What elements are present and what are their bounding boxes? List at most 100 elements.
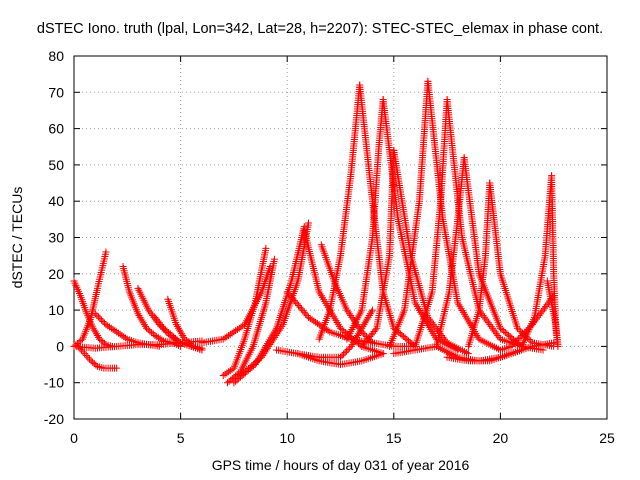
data-point bbox=[490, 326, 498, 334]
chart-title: dSTEC Iono. truth (lpal, Lon=342, Lat=28… bbox=[37, 21, 603, 37]
data-point bbox=[219, 335, 227, 343]
data-point bbox=[340, 350, 348, 358]
series-35 bbox=[283, 288, 419, 350]
data-point bbox=[319, 323, 327, 331]
data-point bbox=[527, 322, 535, 330]
data-point bbox=[233, 325, 241, 333]
data-point bbox=[519, 330, 527, 338]
data-point bbox=[168, 332, 176, 340]
data-point bbox=[343, 347, 351, 355]
data-point bbox=[360, 321, 368, 329]
data-point bbox=[535, 312, 543, 320]
series-8 bbox=[70, 337, 206, 352]
axis-ticks: 0 5 10 15 20 25 -20 -10 0 10 20 30 40 50 60 70 80 bbox=[44, 48, 615, 446]
y-tick-label: -10 bbox=[44, 375, 64, 391]
data-point bbox=[297, 305, 305, 313]
data-point bbox=[116, 330, 124, 338]
x-tick-label: 20 bbox=[493, 430, 509, 446]
data-point bbox=[290, 296, 298, 304]
data-point bbox=[273, 330, 281, 338]
y-tick-label: 0 bbox=[56, 338, 64, 354]
data-point bbox=[347, 312, 355, 320]
data-point bbox=[432, 324, 440, 332]
data-point bbox=[480, 313, 488, 321]
data-point bbox=[518, 332, 526, 340]
data-point bbox=[89, 324, 97, 332]
data-point bbox=[513, 336, 521, 344]
data-point bbox=[525, 336, 533, 344]
data-point bbox=[154, 317, 162, 325]
data-point bbox=[163, 327, 171, 335]
data-point bbox=[379, 350, 387, 358]
data-point bbox=[158, 322, 166, 330]
data-point bbox=[530, 319, 538, 327]
data-point bbox=[109, 325, 117, 333]
series-37 bbox=[496, 292, 558, 354]
data-point bbox=[113, 328, 121, 336]
data-point bbox=[84, 353, 92, 361]
series-38 bbox=[543, 277, 562, 350]
y-tick-label: 30 bbox=[48, 230, 64, 246]
data-point bbox=[100, 339, 108, 347]
data-point bbox=[173, 336, 181, 344]
y-tick-label: 40 bbox=[48, 193, 64, 209]
data-point bbox=[486, 321, 494, 329]
y-tick-label: 70 bbox=[48, 84, 64, 100]
y-tick-label: 50 bbox=[48, 157, 64, 173]
data-point bbox=[73, 339, 81, 347]
data-point bbox=[313, 319, 321, 327]
data-point bbox=[139, 319, 147, 327]
data-point bbox=[93, 311, 101, 319]
data-point bbox=[362, 333, 370, 341]
data-point bbox=[540, 304, 548, 312]
data-point bbox=[524, 325, 532, 333]
data-point bbox=[295, 302, 303, 310]
data-point bbox=[146, 308, 154, 316]
data-point bbox=[145, 306, 153, 314]
data-point bbox=[352, 319, 360, 327]
data-point bbox=[104, 322, 112, 330]
data-point bbox=[148, 329, 156, 337]
data-point bbox=[364, 313, 372, 321]
data-point bbox=[515, 335, 523, 343]
data-point bbox=[358, 328, 366, 336]
data-point bbox=[483, 317, 491, 325]
data-point bbox=[308, 316, 316, 324]
data-point bbox=[534, 313, 542, 321]
data-point bbox=[166, 330, 174, 338]
data-point bbox=[102, 248, 110, 256]
data-point bbox=[237, 323, 245, 331]
data-point bbox=[538, 308, 546, 316]
data-point bbox=[355, 324, 363, 332]
data-point bbox=[365, 312, 373, 320]
data-point bbox=[96, 314, 104, 322]
series-19 bbox=[358, 146, 398, 350]
data-point bbox=[122, 334, 130, 342]
data-point bbox=[225, 332, 233, 340]
data-point bbox=[90, 326, 98, 334]
data-point bbox=[223, 369, 231, 377]
data-point bbox=[427, 317, 435, 325]
series-36 bbox=[317, 241, 376, 347]
data-point bbox=[260, 350, 268, 358]
data-point bbox=[293, 300, 301, 308]
data-point bbox=[348, 341, 356, 349]
data-point bbox=[354, 322, 362, 330]
data-point bbox=[507, 342, 515, 350]
data-point bbox=[527, 337, 535, 345]
data-point bbox=[165, 329, 173, 337]
data-point bbox=[299, 307, 307, 315]
data-point bbox=[515, 326, 523, 334]
data-point bbox=[350, 317, 358, 325]
data-point bbox=[364, 334, 372, 342]
data-point bbox=[317, 322, 325, 330]
data-point bbox=[522, 327, 530, 335]
data-point bbox=[261, 348, 269, 356]
data-point bbox=[157, 321, 165, 329]
data-point bbox=[113, 364, 121, 372]
data-point bbox=[275, 326, 283, 334]
data-point bbox=[171, 334, 179, 342]
data-point bbox=[509, 341, 517, 349]
data-point bbox=[431, 322, 439, 330]
